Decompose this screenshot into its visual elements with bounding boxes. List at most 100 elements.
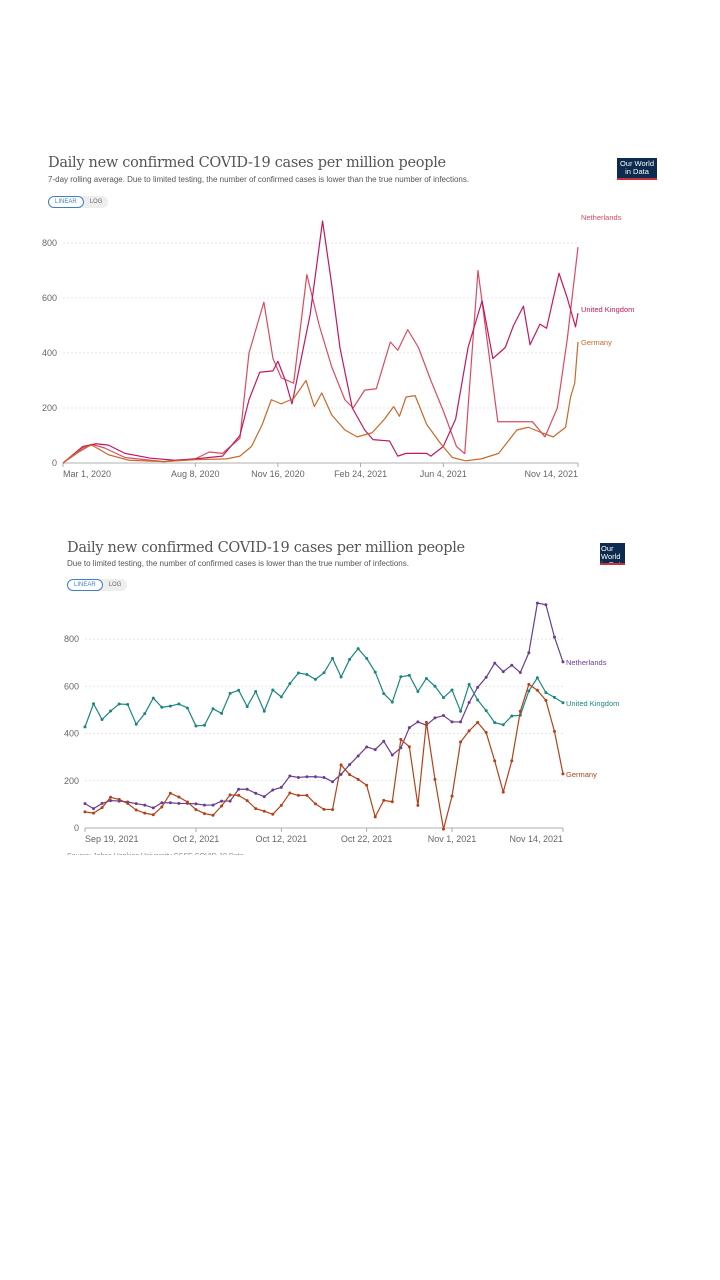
data-point	[467, 729, 471, 733]
y-tick-label: 0	[74, 823, 79, 833]
data-point	[143, 811, 147, 815]
data-point	[203, 803, 206, 807]
data-point	[331, 656, 335, 660]
x-tick-label: Oct 12, 2021	[256, 834, 308, 844]
data-point	[203, 812, 206, 816]
data-point	[535, 676, 539, 680]
data-point	[237, 793, 241, 797]
data-point	[177, 801, 181, 805]
data-point	[194, 802, 198, 806]
data-point	[476, 685, 480, 689]
data-point	[237, 787, 241, 791]
data-point	[109, 799, 113, 803]
data-point	[228, 691, 232, 695]
data-point	[407, 745, 411, 749]
data-point	[143, 712, 147, 716]
data-point	[510, 663, 514, 667]
data-point	[356, 754, 360, 758]
log-button[interactable]: LOG	[89, 199, 103, 205]
data-point	[288, 774, 292, 778]
data-point	[442, 714, 445, 718]
data-point	[382, 739, 386, 743]
data-point	[288, 791, 292, 795]
data-point	[211, 813, 215, 817]
data-point	[544, 603, 548, 607]
x-tick-label: Aug 8, 2020	[171, 469, 220, 479]
data-point	[552, 635, 556, 639]
data-point	[100, 718, 104, 722]
data-point	[459, 709, 463, 713]
series-line-germany	[84, 683, 564, 830]
data-point	[339, 675, 343, 679]
x-tick-label: Nov 14, 2021	[524, 469, 578, 479]
data-point	[339, 772, 343, 776]
data-point	[373, 670, 377, 674]
data-point	[83, 725, 87, 729]
data-point	[348, 657, 352, 661]
data-point	[561, 772, 565, 776]
data-point	[177, 702, 181, 706]
owid-logo[interactable]: Our World in Data	[617, 158, 657, 180]
linear-button[interactable]: LINEAR	[48, 196, 84, 208]
data-point	[296, 793, 300, 797]
data-point	[535, 688, 539, 692]
data-point	[160, 705, 164, 709]
data-point	[459, 740, 463, 744]
y-tick-label: 600	[64, 681, 79, 691]
data-point	[339, 763, 343, 767]
data-point	[510, 714, 514, 718]
x-tick-label: Nov 16, 2020	[251, 469, 305, 479]
data-point	[322, 775, 326, 779]
data-point	[134, 808, 138, 812]
data-point	[160, 805, 164, 809]
log-button[interactable]: LOG	[108, 582, 122, 588]
data-point	[527, 682, 531, 686]
data-point	[254, 807, 258, 811]
data-point	[390, 753, 394, 757]
data-point	[493, 721, 497, 725]
data-point	[510, 759, 514, 763]
data-point	[399, 675, 403, 679]
data-point	[254, 689, 258, 693]
data-point	[313, 802, 317, 806]
data-point	[177, 795, 181, 799]
data-point	[92, 702, 96, 706]
data-point	[151, 696, 155, 700]
data-point	[92, 811, 96, 815]
data-point	[168, 801, 172, 805]
y-tick-label: 800	[42, 238, 57, 248]
data-point	[305, 775, 309, 779]
data-point	[313, 775, 317, 779]
data-point	[433, 684, 437, 688]
owid-logo[interactable]: Our World in Data	[600, 543, 625, 565]
series-line-germany	[62, 341, 579, 464]
series-label: United Kingdom	[566, 699, 619, 708]
data-point	[424, 676, 428, 680]
x-tick-label: Oct 22, 2021	[341, 834, 393, 844]
data-point	[100, 801, 104, 805]
data-point	[211, 707, 215, 711]
source-note: Source: Johns Hopkins University CSSE CO…	[67, 852, 244, 855]
data-point	[433, 716, 437, 720]
series-label: Germany	[566, 770, 597, 779]
data-point	[518, 709, 522, 713]
y-tick-label: 0	[52, 458, 57, 468]
y-tick-label: 800	[64, 634, 79, 644]
chart-2-plot: 0 200 400 600 800 Sep 19, 2021 Oct 2, 2021 Oct …	[64, 601, 619, 844]
linear-button[interactable]: LINEAR	[67, 579, 103, 591]
y-tick-label: 200	[64, 776, 79, 786]
chart-1-plot: 0 200 400 600 800 Mar 1, 2020 Aug 8, 2020 Nov 1…	[42, 213, 634, 479]
data-point	[194, 724, 198, 728]
data-point	[365, 783, 369, 787]
data-point	[442, 827, 445, 831]
data-point	[535, 601, 539, 605]
data-point	[237, 688, 241, 692]
data-point	[279, 695, 283, 699]
data-point	[83, 810, 87, 814]
series-line-united-kingdom	[62, 220, 579, 464]
data-point	[552, 729, 556, 733]
series-label: Germany	[581, 338, 612, 347]
data-point	[185, 800, 189, 804]
data-point	[322, 807, 326, 811]
data-point	[220, 711, 224, 715]
